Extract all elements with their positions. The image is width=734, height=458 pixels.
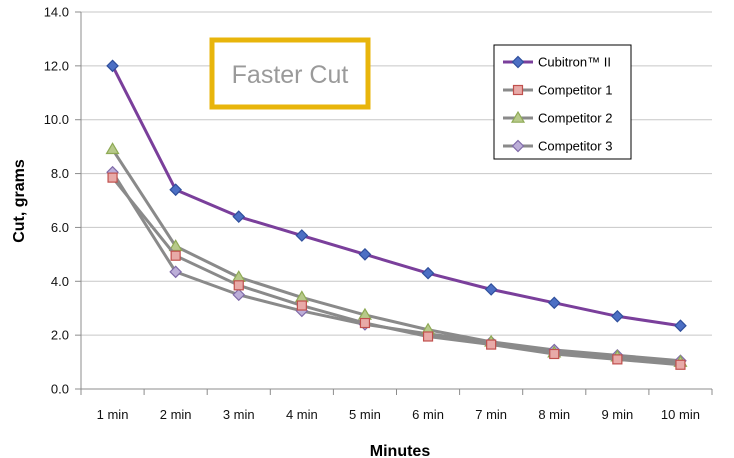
- callout-text: Faster Cut: [232, 61, 349, 89]
- data-point: [233, 280, 244, 291]
- grid-layer: [81, 11, 712, 336]
- legend-item: Competitor 1: [503, 83, 612, 98]
- legend-item: Cubitron™ II: [503, 55, 611, 70]
- data-point: [547, 296, 561, 310]
- legend-label: Cubitron™ II: [538, 55, 611, 70]
- x-tick-label: 7 min: [475, 407, 507, 422]
- y-tick-label: 14.0: [44, 5, 69, 20]
- callout-box: [209, 37, 371, 110]
- data-point: [674, 319, 687, 333]
- series-line: [111, 148, 681, 364]
- data-point: [295, 229, 309, 242]
- data-point: [106, 59, 119, 73]
- axis-layer: 0.0 2.0 4.0 6.0 8.0 10.0 12.0 14.0 1 min 2 min 3 m…: [44, 5, 713, 422]
- data-point: [232, 288, 246, 302]
- data-point: [612, 354, 623, 365]
- x-tick-label: 5 min: [349, 407, 381, 422]
- x-tick-label: 10 min: [661, 407, 700, 422]
- legend-swatch-marker: [512, 84, 524, 96]
- y-tick-label: 8.0: [51, 166, 69, 181]
- series-1: [107, 172, 686, 370]
- callout: Faster Cut: [209, 37, 371, 110]
- y-tick-label: 4.0: [51, 274, 69, 289]
- y-tick-label: 12.0: [44, 58, 69, 73]
- x-tick-label: 1 min: [97, 407, 129, 422]
- data-point: [296, 300, 307, 311]
- data-point: [169, 183, 182, 197]
- data-point: [358, 248, 372, 261]
- x-tick-label: 8 min: [538, 407, 570, 422]
- x-tick-label: 6 min: [412, 407, 444, 422]
- legend-swatch-marker: [511, 139, 525, 153]
- legend-swatch-marker: [511, 55, 525, 69]
- series-2: [105, 142, 688, 367]
- legend-item: Competitor 2: [503, 111, 612, 126]
- legend-item: Competitor 3: [503, 139, 612, 154]
- series-0: [106, 59, 687, 333]
- data-point: [168, 239, 183, 252]
- x-tick-label: 4 min: [286, 407, 318, 422]
- data-point: [421, 266, 435, 280]
- data-point: [170, 250, 181, 261]
- data-point: [232, 210, 246, 224]
- data-point: [359, 317, 371, 329]
- data-point: [611, 309, 624, 323]
- y-tick-label: 6.0: [51, 220, 69, 235]
- y-tick-label: 10.0: [44, 112, 69, 127]
- series-layer: [105, 59, 688, 370]
- series-line: [111, 65, 681, 328]
- data-point: [484, 283, 498, 296]
- data-point: [169, 265, 182, 279]
- legend-label: Competitor 2: [538, 111, 612, 126]
- label-layer: Minutes Cut, grams: [11, 159, 430, 458]
- x-tick-label: 2 min: [160, 407, 192, 422]
- y-tick-label: 2.0: [51, 328, 69, 343]
- legend-label: Competitor 1: [538, 83, 612, 98]
- series-line: [111, 176, 681, 367]
- legend-swatch-marker: [510, 110, 526, 123]
- data-point: [107, 172, 118, 183]
- data-point: [549, 348, 560, 360]
- data-point: [486, 339, 497, 350]
- x-tick-label: 3 min: [223, 407, 255, 422]
- data-point: [105, 142, 120, 155]
- data-point: [675, 359, 686, 370]
- x-axis-title: Minutes: [370, 443, 431, 458]
- legend-label: Competitor 3: [538, 139, 612, 154]
- legend: Cubitron™ II Competitor 1 Competitor 2 Comp…: [493, 44, 632, 160]
- data-point: [422, 331, 434, 342]
- x-tick-label: 9 min: [601, 407, 633, 422]
- y-tick-label: 0.0: [51, 382, 69, 397]
- y-axis-title: Cut, grams: [11, 159, 28, 243]
